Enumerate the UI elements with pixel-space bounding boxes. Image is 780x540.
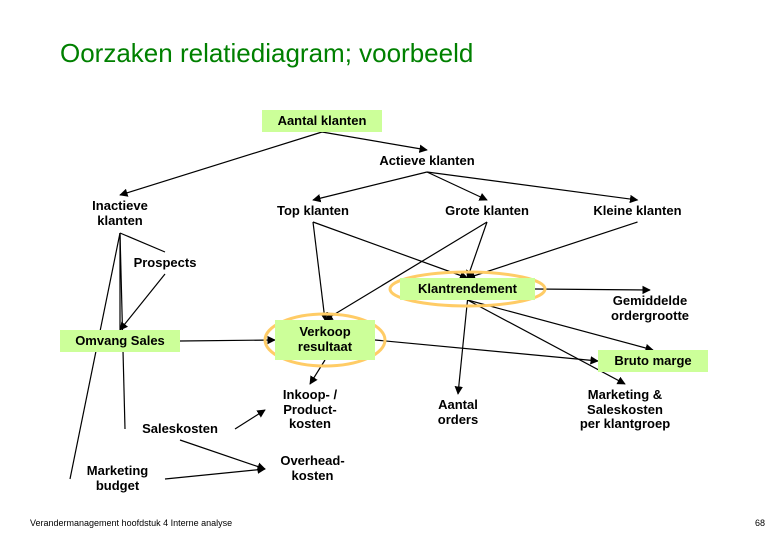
node-inactieve-klanten: Inactieve klanten [75,195,165,233]
node-omvang-sales: Omvang Sales [60,330,180,352]
node-verkoop-resultaat: Verkoop resultaat [275,320,375,360]
node-kleine-klanten: Kleine klanten [580,200,695,222]
node-inkoop-product: Inkoop- / Product- kosten [265,384,355,436]
edges-layer [0,0,780,540]
slide: { "title": { "text": "Oorzaken relatiedi… [0,0,780,540]
node-marketing-budget: Marketing budget [70,460,165,498]
page-number: 68 [755,518,765,528]
node-saleskosten: Saleskosten [125,418,235,440]
node-top-klanten: Top klanten [258,200,368,222]
node-aantal-klanten: Aantal klanten [262,110,382,132]
node-gem-ordergrootte: Gemiddelde ordergrootte [590,290,710,328]
node-actieve-klanten: Actieve klanten [362,150,492,172]
node-grote-klanten: Grote klanten [432,200,542,222]
footer-text: Verandermanagement hoofdstuk 4 Interne a… [30,518,232,528]
node-klantrendement: Klantrendement [400,278,535,300]
node-overheadkosten: Overhead- kosten [265,450,360,488]
slide-title: Oorzaken relatiediagram; voorbeeld [60,38,473,69]
node-prospects: Prospects [120,252,210,274]
node-bruto-marge: Bruto marge [598,350,708,372]
node-aantal-orders: Aantal orders [418,394,498,432]
node-mkt-saleskosten: Marketing & Saleskosten per klantgroep [555,384,695,436]
